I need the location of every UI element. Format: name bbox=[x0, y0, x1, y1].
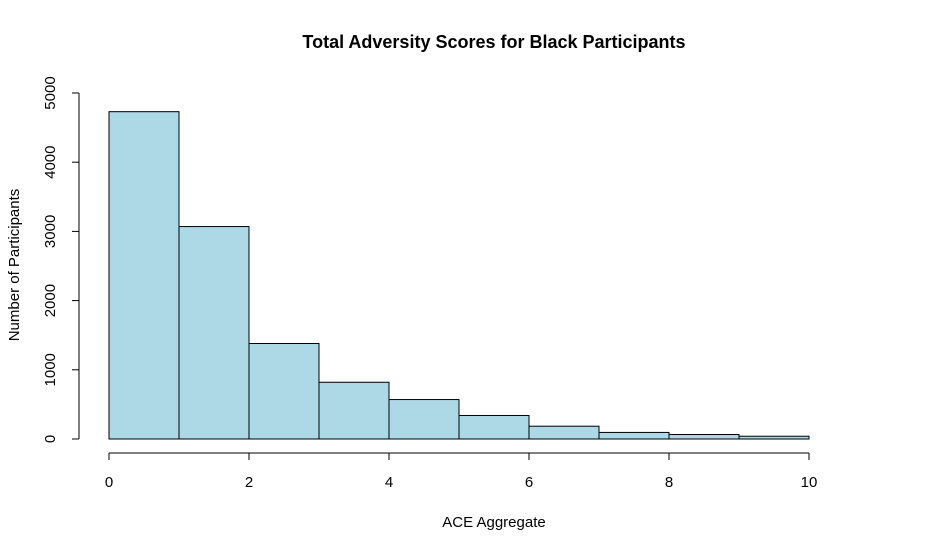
y-tick-label-4000: 4000 bbox=[42, 146, 59, 179]
histogram-bar-6 bbox=[528, 425, 600, 440]
x-tick-label-10: 10 bbox=[801, 474, 818, 491]
histogram-bar-0 bbox=[108, 111, 180, 440]
x-tick-label-8: 8 bbox=[665, 474, 673, 491]
histogram-bar-7 bbox=[598, 431, 670, 440]
histogram-bar-5 bbox=[458, 414, 530, 440]
histogram-bar-9 bbox=[738, 435, 810, 440]
x-axis: 0 2 4 6 8 10 bbox=[105, 452, 818, 491]
histogram-bar-3 bbox=[318, 381, 390, 440]
chart-title: Total Adversity Scores for Black Partici… bbox=[302, 32, 685, 52]
y-tick-label-3000: 3000 bbox=[42, 215, 59, 248]
histogram-bar-1 bbox=[178, 226, 250, 440]
x-tick-label-4: 4 bbox=[385, 474, 393, 491]
histogram-bar-8 bbox=[668, 434, 740, 440]
y-tick-label-0: 0 bbox=[42, 435, 59, 443]
histogram-bar-2 bbox=[248, 343, 320, 440]
y-axis-label: Number of Participants bbox=[6, 189, 23, 342]
y-tick-label-2000: 2000 bbox=[42, 284, 59, 317]
x-tick-label-0: 0 bbox=[105, 474, 113, 491]
histogram-bar-4 bbox=[388, 399, 460, 440]
x-axis-label: ACE Aggregate bbox=[442, 514, 545, 531]
x-tick-label-2: 2 bbox=[245, 474, 253, 491]
x-tick-label-6: 6 bbox=[525, 474, 533, 491]
y-axis: 0 1000 2000 3000 4000 5000 bbox=[42, 76, 80, 443]
y-tick-label-5000: 5000 bbox=[42, 76, 59, 109]
y-tick-label-1000: 1000 bbox=[42, 353, 59, 386]
bars-group bbox=[108, 111, 810, 440]
